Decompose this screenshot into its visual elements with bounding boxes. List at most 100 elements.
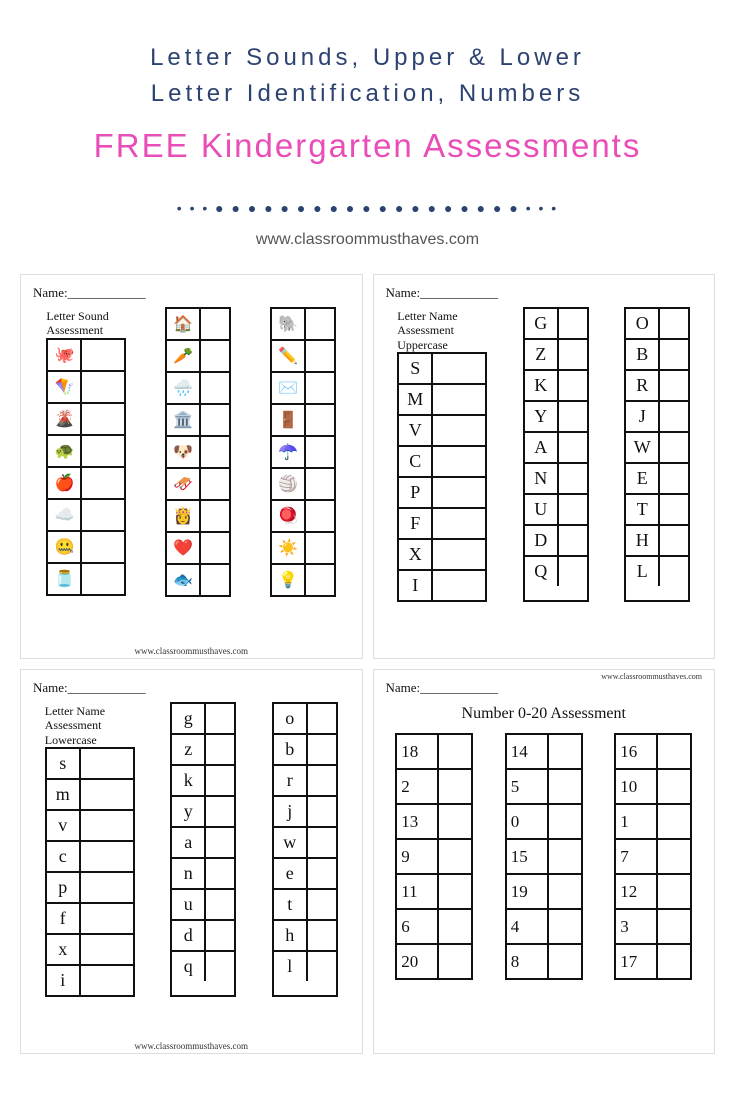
cell-row: L	[626, 557, 688, 586]
cell-row: p	[47, 873, 133, 904]
cell-row: 🏛️	[167, 405, 229, 437]
subtitle-line-1: Letter Sounds, Upper & Lower	[50, 40, 685, 76]
footer-url: www.classroommusthaves.com	[135, 1041, 248, 1051]
blank-cell	[559, 495, 587, 524]
blank-cell	[82, 468, 110, 498]
cell-row: Y	[525, 402, 587, 433]
blank-cell	[433, 540, 461, 569]
content-cell: R	[626, 371, 660, 400]
content-cell: 🪀	[272, 501, 306, 531]
cell-row: Z	[525, 340, 587, 371]
cell-row: ☂️	[272, 437, 334, 469]
blank-cell	[658, 910, 690, 943]
content-cell: q	[172, 952, 206, 981]
col-with-title: Letter Name Assessment Uppercase SMVCPFX…	[397, 307, 487, 602]
content-cell: ☂️	[272, 437, 306, 467]
blank-cell	[81, 842, 109, 871]
blank-cell	[559, 526, 587, 555]
cell-row: y	[172, 797, 234, 828]
cell-row: n	[172, 859, 234, 890]
blank-cell	[306, 309, 334, 339]
content-cell: O	[626, 309, 660, 338]
name-field: Name:____________	[386, 680, 703, 696]
cell-row: 4	[507, 910, 581, 945]
content-cell: 19	[507, 875, 549, 908]
blank-cell	[201, 373, 229, 403]
sheet-title: Letter Name Assessment Lowercase	[45, 704, 135, 747]
cell-row: l	[274, 952, 336, 981]
cell-row: K	[525, 371, 587, 402]
blank-cell	[306, 565, 334, 595]
main-title: FREE Kindergarten Assessments	[50, 127, 685, 165]
blank-cell	[660, 402, 688, 431]
blank-cell	[549, 840, 581, 873]
content-cell: Z	[525, 340, 559, 369]
blank-cell	[82, 532, 110, 562]
cell-row: i	[47, 966, 133, 995]
blank-cell	[658, 770, 690, 803]
cell-row: Q	[525, 557, 587, 586]
worksheets-grid: Name:____________ Letter Sound Assessmen…	[0, 274, 735, 1054]
content-cell: 🏐	[272, 469, 306, 499]
blank-cell	[81, 904, 109, 933]
sheet-title: Letter Name Assessment Uppercase	[397, 309, 487, 352]
cell-row: ☀️	[272, 533, 334, 565]
cell-row: 18	[397, 735, 471, 770]
cell-row: 🪁	[48, 372, 124, 404]
blank-cell	[206, 797, 234, 826]
subtitle-line-2: Letter Identification, Numbers	[50, 76, 685, 112]
content-cell: 🐢	[48, 436, 82, 466]
cell-row: w	[274, 828, 336, 859]
cell-row: 16	[616, 735, 690, 770]
content-cell: ✏️	[272, 341, 306, 371]
content-cell: 16	[616, 735, 658, 768]
blank-cell	[206, 828, 234, 857]
content-cell: s	[47, 749, 81, 778]
blank-cell	[559, 464, 587, 493]
cell-row: 10	[616, 770, 690, 805]
content-cell: ✉️	[272, 373, 306, 403]
cell-row: 3	[616, 910, 690, 945]
blank-cell	[82, 372, 110, 402]
content-cell: Y	[525, 402, 559, 431]
cell-row: t	[274, 890, 336, 921]
cell-row: j	[274, 797, 336, 828]
top-url: www.classroommusthaves.com	[601, 672, 702, 681]
blank-cell	[439, 770, 471, 803]
column: gzkyanudq	[170, 702, 236, 997]
cell-row: 13	[397, 805, 471, 840]
cell-row: 20	[397, 945, 471, 978]
content-cell: S	[399, 354, 433, 383]
blank-cell	[306, 373, 334, 403]
content-cell: 0	[507, 805, 549, 838]
name-field: Name:____________	[33, 285, 350, 301]
blank-cell	[308, 797, 336, 826]
content-cell: 3	[616, 910, 658, 943]
blank-cell	[201, 309, 229, 339]
blank-cell	[206, 766, 234, 795]
cell-row: 17	[616, 945, 690, 978]
cell-row: x	[47, 935, 133, 966]
column: 1450151948	[505, 733, 583, 980]
content-cell: 🌧️	[167, 373, 201, 403]
content-cell: b	[274, 735, 308, 764]
content-cell: I	[399, 571, 433, 600]
cell-row: 🐟	[167, 565, 229, 595]
cell-row: H	[626, 526, 688, 557]
content-cell: 17	[616, 945, 658, 978]
content-cell: ☁️	[48, 500, 82, 530]
blank-cell	[206, 921, 234, 950]
content-cell: 🏛️	[167, 405, 201, 435]
content-cell: j	[274, 797, 308, 826]
content-cell: P	[399, 478, 433, 507]
cell-row: 🐘	[272, 309, 334, 341]
content-cell: 4	[507, 910, 549, 943]
blank-cell	[439, 875, 471, 908]
content-cell: 14	[507, 735, 549, 768]
cell-row: 11	[397, 875, 471, 910]
cell-row: 🫙	[48, 564, 124, 594]
column: 🏠🥕🌧️🏛️🐶🛷👸❤️🐟	[165, 307, 231, 597]
content-cell: 9	[397, 840, 439, 873]
blank-cell	[201, 341, 229, 371]
cell-row: G	[525, 309, 587, 340]
